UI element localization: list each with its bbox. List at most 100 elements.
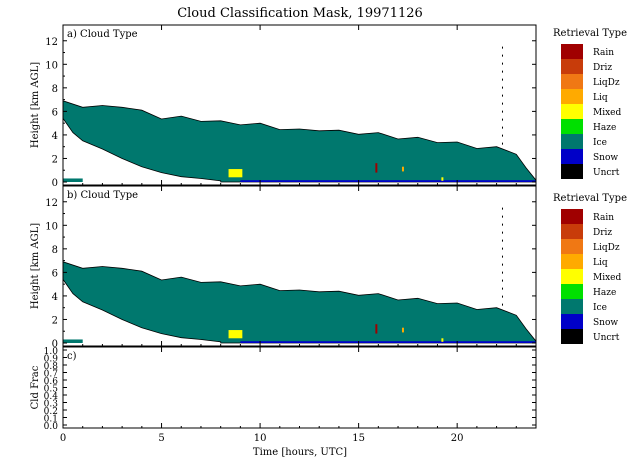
y-tick-label: 8 <box>52 84 58 95</box>
y-tick-label: 0.6 <box>44 377 59 387</box>
y-tick-label: 6 <box>52 107 58 118</box>
legend-label-mixed: Mixed <box>593 273 621 283</box>
legend-title: Retrieval Type <box>553 28 627 39</box>
legend-swatch-uncrt <box>561 164 583 179</box>
x-axis-label: Time [hours, UTC] <box>253 447 347 458</box>
y-tick-label: 6 <box>52 268 58 279</box>
legend-label-liq: Liq <box>593 93 608 103</box>
y-tick-label: 2 <box>52 154 58 165</box>
y-axis-label: Cld Frac <box>30 365 41 409</box>
y-axis-label: Height [km AGL] <box>30 223 41 309</box>
feature-snow-1 <box>240 180 536 182</box>
panel-b: 0 2 4 6 8 10 12 b) Cloud Type Height [km AGL] <box>30 185 537 350</box>
y-tick-label: 2 <box>52 315 58 326</box>
legend-swatch-driz <box>561 224 583 239</box>
legend-1: Retrieval Type Rain Driz LiqDz Liq Mixed Haze I… <box>553 28 627 179</box>
legend-swatch-liqdz <box>561 74 583 89</box>
low-ice-layer <box>63 339 83 343</box>
x-tick-label: 20 <box>451 433 464 444</box>
feature-rain-2 <box>375 324 378 334</box>
legends: Retrieval Type Rain Driz LiqDz Liq Mixed Haze I… <box>553 28 627 344</box>
legend-swatch-liqdz <box>561 239 583 254</box>
legend-title: Retrieval Type <box>553 193 627 204</box>
legend-swatch-uncrt <box>561 329 583 344</box>
feature-snow-1 <box>240 341 536 343</box>
y-tick-label: 0.5 <box>44 385 59 395</box>
legend-2: Retrieval Type Rain Driz LiqDz Liq Mixed Haze I… <box>553 193 627 344</box>
legend-label-snow: Snow <box>593 153 618 163</box>
legend-label-uncrt: Uncrt <box>593 168 620 178</box>
panel-label: b) Cloud Type <box>67 190 138 201</box>
legend-label-liqdz: LiqDz <box>593 243 620 253</box>
feature-mixed-0 <box>228 169 243 178</box>
legend-label-liq: Liq <box>593 258 608 268</box>
panel-label: a) Cloud Type <box>67 29 138 40</box>
y-tick-label: 10 <box>45 60 58 71</box>
legend-swatch-liq <box>561 89 583 104</box>
legend-swatch-haze <box>561 284 583 299</box>
x-tick-label: 0 <box>60 433 66 444</box>
legend-swatch-mixed <box>561 269 583 284</box>
y-tick-label: 0.3 <box>44 400 59 410</box>
legend-swatch-mixed <box>561 104 583 119</box>
y-tick-label: 8 <box>52 245 58 256</box>
feature-liq-3 <box>401 327 404 333</box>
figure-title: Cloud Classification Mask, 19971126 <box>177 6 423 21</box>
feature-liq-3 <box>401 166 404 172</box>
y-tick-label: 0 <box>52 178 58 189</box>
legend-label-snow: Snow <box>593 318 618 328</box>
x-tick-label: 15 <box>352 433 365 444</box>
y-tick-label: 0.4 <box>44 392 59 402</box>
legend-label-haze: Haze <box>593 123 616 133</box>
y-tick-label: 0.0 <box>44 422 59 432</box>
legend-label-mixed: Mixed <box>593 108 621 118</box>
panels: 0 2 4 6 8 10 12 a) Cloud Type Height [km AGL] 0 2 4… <box>30 24 537 444</box>
panel-c: 0.00.10.20.30.40.50.60.70.80.91.0 0 5 10 15 2… <box>30 346 537 444</box>
low-ice-layer <box>63 178 83 182</box>
y-tick-label: 0.8 <box>44 362 59 372</box>
ice-cloud-region <box>63 100 536 183</box>
panel-label: c) <box>67 351 77 362</box>
legend-label-liqdz: LiqDz <box>593 78 620 88</box>
y-tick-label: 12 <box>45 37 58 48</box>
legend-label-driz: Driz <box>593 228 612 238</box>
legend-label-haze: Haze <box>593 288 616 298</box>
legend-label-rain: Rain <box>593 48 614 58</box>
legend-swatch-haze <box>561 119 583 134</box>
plot-frame <box>62 346 537 429</box>
legend-swatch-driz <box>561 59 583 74</box>
x-tick-label: 5 <box>158 433 164 444</box>
y-tick-label: 4 <box>52 131 58 142</box>
legend-swatch-snow <box>561 314 583 329</box>
x-tick-label: 10 <box>254 433 267 444</box>
legend-swatch-ice <box>561 134 583 149</box>
legend-label-driz: Driz <box>593 63 612 73</box>
legend-label-rain: Rain <box>593 213 614 223</box>
feature-mixed-4 <box>441 338 444 342</box>
legend-swatch-snow <box>561 149 583 164</box>
y-tick-label: 12 <box>45 198 58 209</box>
cloud-mask <box>63 46 536 183</box>
y-tick-label: 0.9 <box>44 355 59 365</box>
y-tick-label: 10 <box>45 221 58 232</box>
feature-mixed-4 <box>441 177 444 181</box>
legend-swatch-rain <box>561 44 583 59</box>
y-tick-label: 0 <box>52 339 58 350</box>
y-tick-label: 0.7 <box>44 370 59 380</box>
y-tick-label: 1.0 <box>44 347 59 357</box>
ice-cloud-region <box>63 261 536 344</box>
panel-a: 0 2 4 6 8 10 12 a) Cloud Type Height [km AGL] <box>30 24 537 189</box>
y-tick-label: 4 <box>52 292 58 303</box>
legend-swatch-liq <box>561 254 583 269</box>
legend-label-ice: Ice <box>593 138 607 148</box>
feature-rain-2 <box>375 163 378 173</box>
legend-label-uncrt: Uncrt <box>593 333 620 343</box>
legend-swatch-ice <box>561 299 583 314</box>
y-tick-label: 0.2 <box>44 407 58 417</box>
y-tick-label: 0.1 <box>44 415 58 425</box>
cloud-mask <box>63 207 536 344</box>
legend-label-ice: Ice <box>593 303 607 313</box>
legend-swatch-rain <box>561 209 583 224</box>
feature-mixed-0 <box>228 330 243 339</box>
